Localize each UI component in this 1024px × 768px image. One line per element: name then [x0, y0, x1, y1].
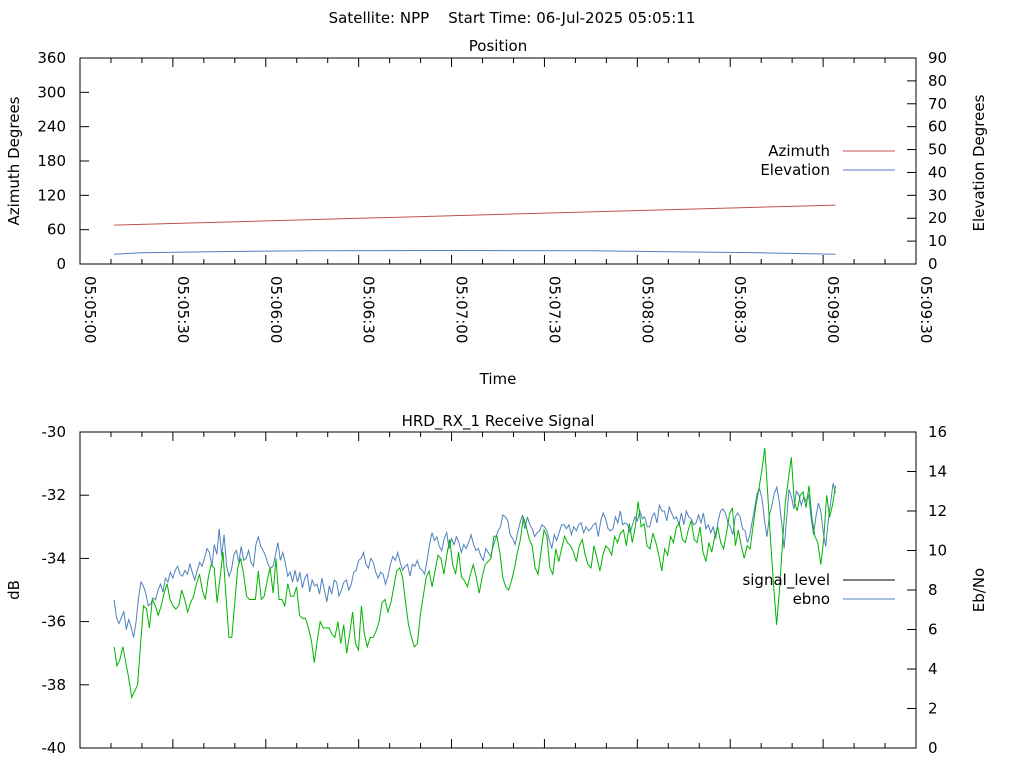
plot-frame	[79, 431, 917, 749]
y2-tick-label: 50	[928, 141, 947, 159]
y2-tick-label: 60	[928, 118, 947, 136]
x-tick-label: 05:08:30	[731, 276, 749, 343]
y2-tick-label: 80	[928, 72, 947, 90]
y2-tick-label: 10	[928, 232, 947, 250]
page-title: Satellite: NPP Start Time: 06-Jul-2025 0…	[329, 9, 696, 27]
y2-tick-label: 6	[928, 621, 938, 639]
legend-label-azimuth: Azimuth	[768, 142, 830, 160]
y-tick-label: 360	[37, 49, 66, 67]
y2-tick-label: 14	[928, 463, 947, 481]
y-tick-label: -36	[42, 613, 67, 631]
legend-label-ebno: ebno	[793, 590, 830, 608]
chart-title: HRD_RX_1 Receive Signal	[402, 412, 595, 431]
y2-tick-label: 10	[928, 542, 947, 560]
azimuth-series-line	[114, 204, 836, 226]
elevation-series-line	[114, 249, 836, 255]
y2-tick-label: 40	[928, 163, 947, 181]
y2-tick-label: 4	[928, 660, 938, 678]
y2-tick-label: 20	[928, 209, 947, 227]
x-tick-label: 05:08:00	[638, 276, 656, 343]
chart-title: Position	[469, 37, 527, 55]
y2-tick-label: 70	[928, 95, 947, 113]
y-tick-label: -38	[42, 676, 67, 694]
y2-tick-label: 90	[928, 49, 947, 67]
y-tick-label: 180	[37, 152, 66, 170]
y2-tick-label: 2	[928, 700, 938, 718]
y-axis-label: Azimuth Degrees	[5, 96, 23, 225]
y-tick-label: 240	[37, 118, 66, 136]
y-axis-label: dB	[5, 580, 23, 600]
y-tick-label: -32	[42, 486, 67, 504]
y-tick-label: -40	[42, 739, 67, 757]
ebno-series-line	[113, 483, 836, 638]
position-chart: 05:05:00 05:05:30 05:06:00 05:06:30 05:07:00…	[5, 37, 988, 388]
x-tick-label: 05:09:00	[824, 276, 842, 343]
x-tick-label: 05:09:30	[917, 276, 935, 343]
x-axis-label: Time	[479, 370, 517, 388]
y-tick-label: 60	[47, 221, 66, 239]
y2-axis-label: Eb/No	[970, 568, 988, 612]
y2-axis-label: Elevation Degrees	[970, 94, 988, 231]
x-tick-label: 05:07:00	[453, 276, 471, 343]
x-tick-label: 05:06:00	[267, 276, 285, 343]
y-tick-label: 0	[56, 255, 66, 273]
legend-label-elevation: Elevation	[760, 161, 830, 179]
y-tick-label: -34	[42, 549, 67, 567]
receive-signal-chart: -30 -32 -34 -36 -38 -40 0 2 4 6 8 10 12 14 16 HRD_RX_1 …	[5, 412, 988, 757]
y2-tick-label: 0	[928, 255, 938, 273]
y2-tick-label: 8	[928, 581, 938, 599]
y-tick-label: 120	[37, 186, 66, 204]
y2-tick-label: 30	[928, 186, 947, 204]
x-tick-label: 05:05:00	[81, 276, 99, 343]
legend-label-signal-level: signal_level	[742, 571, 830, 590]
x-tick-label: 05:07:30	[545, 276, 563, 343]
y2-tick-label: 16	[928, 423, 947, 441]
y2-tick-label: 12	[928, 502, 947, 520]
x-tick-label: 05:06:30	[360, 276, 378, 343]
signal-level-series-line	[113, 447, 836, 700]
y-tick-label: -30	[42, 423, 67, 441]
y-tick-label: 300	[37, 83, 66, 101]
y2-tick-label: 0	[928, 739, 938, 757]
x-tick-label: 05:05:30	[174, 276, 192, 343]
